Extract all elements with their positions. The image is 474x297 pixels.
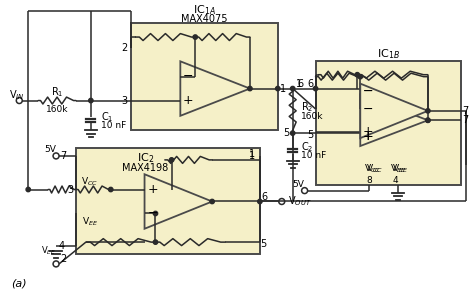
Text: −: −	[363, 102, 374, 116]
Text: MAX4198: MAX4198	[122, 163, 169, 173]
Text: −: −	[363, 85, 374, 98]
Polygon shape	[145, 174, 212, 229]
Circle shape	[258, 199, 262, 204]
Text: 4: 4	[59, 241, 65, 251]
Text: 6: 6	[262, 192, 268, 202]
Text: 1: 1	[249, 151, 255, 161]
Bar	[316, 61, 461, 185]
Circle shape	[426, 118, 430, 122]
Text: R$_2$: R$_2$	[301, 100, 313, 114]
Circle shape	[426, 118, 430, 122]
Text: 8: 8	[366, 176, 372, 185]
Circle shape	[193, 35, 198, 39]
Text: −: −	[147, 207, 158, 220]
Bar	[76, 148, 260, 254]
Text: V$_{OUT}$: V$_{OUT}$	[288, 195, 311, 208]
Polygon shape	[180, 61, 250, 116]
Text: 1: 1	[296, 79, 302, 89]
Text: 5V: 5V	[293, 180, 305, 189]
Text: IC$_{1A}$: IC$_{1A}$	[193, 3, 216, 17]
Text: V$_{EE}$: V$_{EE}$	[82, 215, 98, 228]
Text: 6: 6	[308, 79, 314, 89]
Text: −: −	[183, 70, 193, 83]
Text: +: +	[183, 94, 193, 107]
Circle shape	[275, 86, 280, 91]
Text: 5V: 5V	[44, 146, 56, 154]
Text: 3: 3	[122, 96, 128, 105]
Text: V$_{EE}$: V$_{EE}$	[40, 245, 56, 257]
Text: V$_{CC}$: V$_{CC}$	[364, 162, 381, 175]
Text: −: −	[363, 85, 374, 98]
Text: 4: 4	[392, 176, 398, 185]
Circle shape	[26, 187, 30, 192]
Circle shape	[210, 199, 214, 204]
Text: 1: 1	[249, 149, 255, 159]
Text: 3: 3	[67, 184, 73, 195]
Circle shape	[291, 131, 295, 135]
Text: 2: 2	[121, 43, 128, 53]
Circle shape	[426, 109, 430, 113]
Circle shape	[291, 86, 295, 91]
Text: C$_1$: C$_1$	[101, 110, 113, 124]
Text: 10 nF: 10 nF	[101, 121, 126, 130]
Polygon shape	[360, 84, 428, 138]
Circle shape	[153, 240, 158, 244]
Text: 10 nF: 10 nF	[301, 151, 326, 160]
Text: R$_1$: R$_1$	[51, 85, 64, 99]
Text: 5: 5	[260, 239, 266, 249]
Text: V$_{EE}$: V$_{EE}$	[392, 162, 408, 175]
Text: +: +	[363, 129, 374, 143]
Circle shape	[313, 86, 318, 91]
Bar	[131, 23, 278, 130]
Circle shape	[248, 86, 252, 91]
Circle shape	[153, 211, 158, 216]
Text: 160k: 160k	[46, 105, 68, 114]
Text: 160k: 160k	[301, 112, 323, 121]
Text: 2: 2	[60, 254, 66, 264]
Polygon shape	[360, 94, 428, 146]
Circle shape	[358, 75, 363, 79]
Circle shape	[89, 98, 93, 103]
Text: 7: 7	[463, 106, 469, 116]
Text: V$_{CC}$: V$_{CC}$	[365, 162, 383, 175]
Text: 5: 5	[308, 130, 314, 140]
Text: +: +	[147, 183, 158, 196]
Text: C$_2$: C$_2$	[301, 140, 313, 154]
Text: +: +	[363, 129, 374, 143]
Text: V$_{EE}$: V$_{EE}$	[390, 162, 406, 175]
Text: +: +	[363, 125, 374, 138]
Circle shape	[355, 72, 359, 77]
Text: MAX4075: MAX4075	[181, 14, 228, 24]
Circle shape	[169, 158, 174, 162]
Text: 6: 6	[298, 79, 304, 89]
Text: 5: 5	[283, 128, 290, 138]
Text: V$_{IN}$: V$_{IN}$	[9, 88, 25, 102]
Text: V$_{CC}$: V$_{CC}$	[82, 176, 99, 188]
Circle shape	[109, 187, 113, 192]
Text: 7: 7	[60, 151, 66, 161]
Text: 1: 1	[280, 83, 286, 94]
Text: (a): (a)	[11, 279, 27, 289]
Text: IC$_{1B}$: IC$_{1B}$	[377, 47, 400, 61]
Text: IC$_2$: IC$_2$	[137, 151, 154, 165]
Text: 7: 7	[463, 115, 469, 125]
